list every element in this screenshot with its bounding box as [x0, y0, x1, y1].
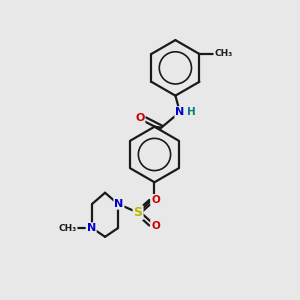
Text: O: O [151, 195, 160, 205]
Text: CH₃: CH₃ [58, 224, 77, 233]
Text: CH₃: CH₃ [214, 50, 232, 58]
Text: N: N [175, 107, 184, 117]
Text: N: N [114, 199, 124, 209]
Text: H: H [187, 107, 196, 117]
Text: S: S [134, 206, 142, 219]
Text: O: O [135, 113, 145, 123]
Text: O: O [151, 220, 160, 230]
Text: N: N [86, 223, 96, 233]
